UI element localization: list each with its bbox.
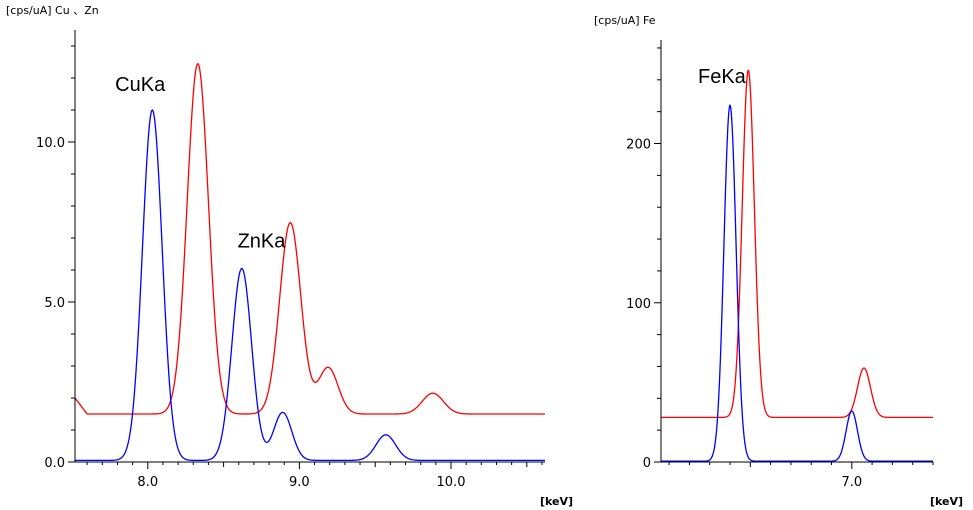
- cu-zn-blue-spectrum-line: [75, 109, 545, 462]
- cu-zn-y-tick-label: 5.0: [44, 296, 65, 311]
- cu-zn-red-spectrum-line: [74, 62, 545, 415]
- fe-y-axis-label: [cps/uA] Fe: [594, 14, 656, 27]
- cu-zn-spectrum-panel: [cps/uA] Cu 、Zn [keV] 0.0 5.0 10.0 8.0 9.0 10…: [6, 4, 573, 508]
- cu-zn-x-axis-unit: [keV]: [540, 495, 573, 508]
- fe-series: [661, 69, 933, 462]
- fe-blue-spectrum-line: [661, 104, 933, 462]
- cu-zn-peak-annotation: ZnKa: [238, 231, 287, 253]
- fe-y-tick-label: 200: [626, 138, 651, 153]
- fe-spectrum-panel: [cps/uA] Fe [keV] 0 100 200 7.0 FeKa: [594, 14, 963, 508]
- fe-peak-annotation: FeKa: [698, 66, 747, 88]
- cu-zn-series: [74, 62, 545, 462]
- cu-zn-y-axis-label: [cps/uA] Cu 、Zn: [6, 4, 99, 17]
- cu-zn-x-tick-label: 9.0: [289, 475, 310, 490]
- cu-zn-y-tick-label: 0.0: [44, 456, 65, 471]
- fe-x-tick-label: 7.0: [841, 475, 862, 490]
- cu-zn-peak-annotation: CuKa: [115, 74, 166, 96]
- cu-zn-ticks: 0.0 5.0 10.0 8.0 9.0 10.0: [36, 45, 543, 490]
- fe-y-tick-label: 0: [643, 456, 651, 471]
- fe-ticks: 0 100 200 7.0: [626, 47, 934, 490]
- fe-x-axis-unit: [keV]: [930, 495, 963, 508]
- cu-zn-annotations: CuKa ZnKa: [115, 74, 286, 253]
- cu-zn-x-tick-label: 8.0: [137, 475, 158, 490]
- fe-red-spectrum-line: [661, 69, 933, 419]
- cu-zn-y-tick-label: 10.0: [36, 136, 65, 151]
- fe-annotations: FeKa: [698, 66, 747, 88]
- fe-axes-frame: [660, 40, 933, 463]
- fe-y-tick-label: 100: [626, 297, 651, 312]
- cu-zn-x-tick-label: 10.0: [437, 475, 466, 490]
- cu-zn-axes-frame: [74, 30, 545, 463]
